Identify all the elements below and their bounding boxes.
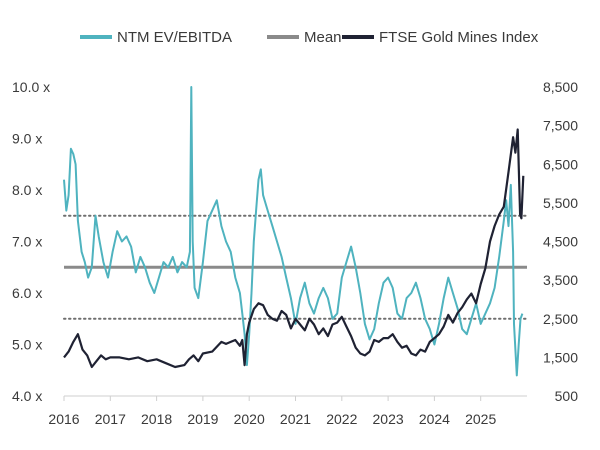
legend-label-2: FTSE Gold Mines Index [379,29,539,46]
x-tick-label-2021: 2021 [280,411,311,427]
y-left-tick-label-4: 8.0 x [12,182,42,198]
y-left-tick-label-5: 9.0 x [12,131,42,147]
y-right-axis-ticks: 500 1,500 2,500 3,500 4,500 5,500 6,500 7,500 8,… [543,79,578,404]
y-left-tick-label-3: 7.0 x [12,234,42,250]
series-line-ftse-gold-mines-index [63,128,525,369]
y-right-tick-label-8: 8,500 [543,79,578,95]
series-layer [63,86,525,377]
y-right-tick-label-1: 1,500 [543,349,578,365]
legend: NTM EV/EBITDA Mean FTSE Gold Mines Index [80,29,539,46]
x-tick-label-2023: 2023 [373,411,404,427]
x-tick-label-2017: 2017 [95,411,126,427]
x-tick-label-2018: 2018 [141,411,172,427]
x-tick-label-2025: 2025 [465,411,496,427]
x-axis-ticks: 2016 2017 2018 2019 2020 2021 2022 2023 2024 2025 [48,396,496,427]
y-left-tick-label-2: 6.0 x [12,285,42,301]
reference-lines [63,214,528,320]
y-right-tick-label-7: 7,500 [543,118,578,134]
y-left-tick-label-0: 4.0 x [12,388,42,404]
x-tick-label-2016: 2016 [48,411,79,427]
y-right-tick-label-6: 6,500 [543,156,578,172]
x-tick-label-2022: 2022 [326,411,357,427]
y-right-tick-label-2: 2,500 [543,311,578,327]
legend-label-0: NTM EV/EBITDA [117,29,232,46]
series-line-ntm-ev-ebitda [63,86,524,377]
x-tick-label-2019: 2019 [187,411,218,427]
y-right-tick-label-3: 3,500 [543,272,578,288]
y-right-tick-label-4: 4,500 [543,234,578,250]
y-right-tick-label-0: 500 [555,388,579,404]
y-right-tick-label-5: 5,500 [543,195,578,211]
legend-label-1: Mean [304,29,342,46]
x-tick-label-2024: 2024 [419,411,450,427]
y-left-axis-ticks: 4.0 x 5.0 x 6.0 x 7.0 x 8.0 x 9.0 x 10.0 x [12,79,50,404]
y-left-tick-label-6: 10.0 x [12,79,50,95]
y-left-tick-label-1: 5.0 x [12,337,42,353]
x-tick-label-2020: 2020 [234,411,265,427]
